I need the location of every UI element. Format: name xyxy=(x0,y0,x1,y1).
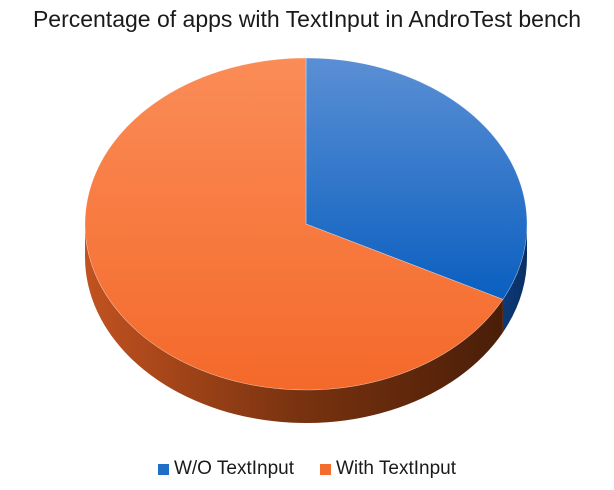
chart-legend: W/O TextInput With TextInput xyxy=(0,458,614,480)
legend-label-wo-textinput: W/O TextInput xyxy=(173,458,294,479)
pie-slice-side-with-textinput xyxy=(85,224,503,424)
legend-entry-wo-textinput: W/O TextInput xyxy=(157,458,294,480)
legend-label-with-textinput: With TextInput xyxy=(335,458,457,479)
pie-slice-w-o-textinput xyxy=(305,57,528,300)
chart-title: Percentage of apps with TextInput in And… xyxy=(32,6,582,32)
legend-entry-with-textinput: With TextInput xyxy=(319,458,457,480)
legend-swatch-wo-textinput xyxy=(157,463,169,475)
legend-swatch-with-textinput xyxy=(319,463,331,475)
pie-slice-with-textinput xyxy=(84,57,504,391)
